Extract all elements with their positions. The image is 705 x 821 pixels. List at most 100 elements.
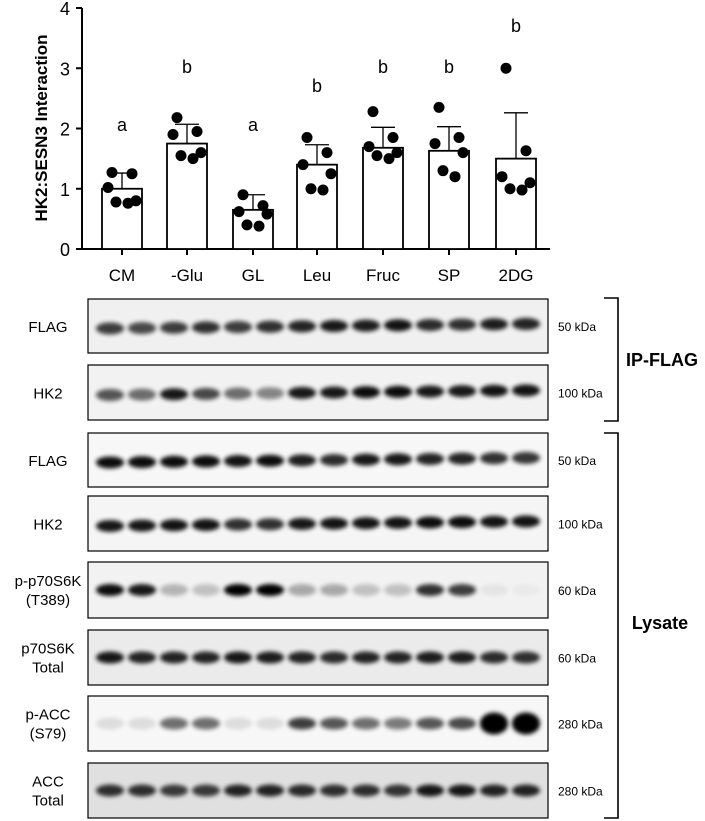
data-point <box>297 159 309 171</box>
blot-frame <box>87 762 549 819</box>
x-tick-label: SP <box>438 266 461 285</box>
western-blots: FLAG 50 kDa HK2 100 kDa FLAG 50 kDa HK2 100 kDa… <box>15 297 698 819</box>
x-tick-label: Fruc <box>366 266 401 285</box>
blot-label: FLAG <box>28 453 67 470</box>
data-point <box>371 150 383 162</box>
blot-band <box>319 717 349 730</box>
blot-label: (S79) <box>30 726 67 743</box>
bar <box>428 149 470 250</box>
data-point <box>500 62 512 74</box>
blot-band <box>127 784 157 797</box>
blot-band <box>415 784 445 797</box>
blot-band <box>447 318 477 331</box>
x-tick-label: CM <box>109 266 135 285</box>
blot-band <box>479 515 509 528</box>
blot-band <box>351 717 381 730</box>
blot-band <box>127 717 157 730</box>
blot-band <box>255 584 285 596</box>
molecular-weight-label: 280 kDa <box>558 785 603 799</box>
data-point <box>433 101 445 113</box>
blot-band <box>319 320 349 332</box>
blot-band <box>351 453 381 466</box>
blot-band <box>191 321 221 334</box>
blot-band <box>223 784 253 797</box>
data-point <box>301 132 313 144</box>
blot-band <box>415 651 445 664</box>
blot-band <box>287 651 317 664</box>
blot-band <box>159 455 189 468</box>
significance-letter: b <box>378 57 388 77</box>
blot-band <box>255 518 285 531</box>
data-point <box>171 112 183 124</box>
blot-label: (T389) <box>26 592 70 609</box>
blot-panel: HK2 100 kDa <box>33 495 603 552</box>
blot-band <box>191 455 221 468</box>
data-point <box>257 200 269 212</box>
blot-band <box>191 518 221 531</box>
blot-frame <box>87 695 549 752</box>
blot-band <box>351 584 381 596</box>
blot-panel: HK2 100 kDa <box>33 364 603 421</box>
x-tick-label: 2DG <box>499 266 534 285</box>
blot-label: p-p70S6K <box>15 573 82 590</box>
blot-band <box>287 517 317 530</box>
blot-panel: p-p70S6K (T389) 60 kDa <box>15 561 596 619</box>
blot-band <box>479 452 509 465</box>
data-point <box>383 153 395 165</box>
blot-band <box>447 784 477 797</box>
blot-band <box>447 452 477 465</box>
blot-band <box>95 784 125 797</box>
group-label-ip-flag: IP-FLAG <box>626 350 698 370</box>
blot-band <box>159 717 189 730</box>
blot-label: p70S6K <box>21 641 74 658</box>
blot-band <box>255 387 285 400</box>
blot-label: Total <box>32 660 64 677</box>
data-point <box>253 220 265 232</box>
blot-band <box>287 584 317 596</box>
blot-band <box>287 717 317 730</box>
data-point <box>437 165 449 177</box>
blot-panel: FLAG 50 kDa <box>28 298 596 354</box>
blot-band <box>319 584 349 596</box>
data-point <box>237 189 249 201</box>
blot-band <box>95 519 125 532</box>
blot-band <box>287 784 317 797</box>
data-point <box>520 145 532 157</box>
blot-band <box>511 784 541 797</box>
blot-band <box>511 451 541 464</box>
significance-letter: b <box>444 57 454 77</box>
blot-band <box>415 385 445 398</box>
data-point <box>233 206 245 218</box>
blot-band <box>383 717 413 730</box>
blot-band <box>383 385 413 398</box>
data-point <box>387 132 399 144</box>
blot-label: Total <box>32 793 64 810</box>
blot-band <box>127 388 157 401</box>
blot-frame <box>87 629 549 686</box>
blot-label: HK2 <box>33 386 62 403</box>
blot-band <box>415 717 445 730</box>
blot-band <box>511 384 541 397</box>
blot-band <box>383 516 413 529</box>
data-point <box>122 197 134 209</box>
molecular-weight-label: 100 kDa <box>558 387 603 401</box>
blot-band <box>415 452 445 465</box>
blot-label: ACC <box>32 774 64 791</box>
data-point <box>496 171 508 183</box>
blot-panel: p-ACC (S79) 280 kDa <box>25 695 603 752</box>
data-point <box>261 208 273 220</box>
blot-panel: p70S6K Total 60 kDa <box>21 629 596 686</box>
blot-band <box>415 318 445 331</box>
blot-band <box>95 651 125 664</box>
blot-band <box>479 584 509 596</box>
blot-band <box>255 651 285 664</box>
molecular-weight-label: 280 kDa <box>558 718 603 732</box>
blot-frame <box>87 561 549 619</box>
blot-band <box>383 453 413 466</box>
blot-band <box>319 454 349 466</box>
y-tick-label: 1 <box>60 180 70 200</box>
blot-band <box>479 318 509 331</box>
blot-band <box>351 651 381 664</box>
data-point <box>187 153 199 165</box>
y-tick-label: 0 <box>60 240 70 260</box>
